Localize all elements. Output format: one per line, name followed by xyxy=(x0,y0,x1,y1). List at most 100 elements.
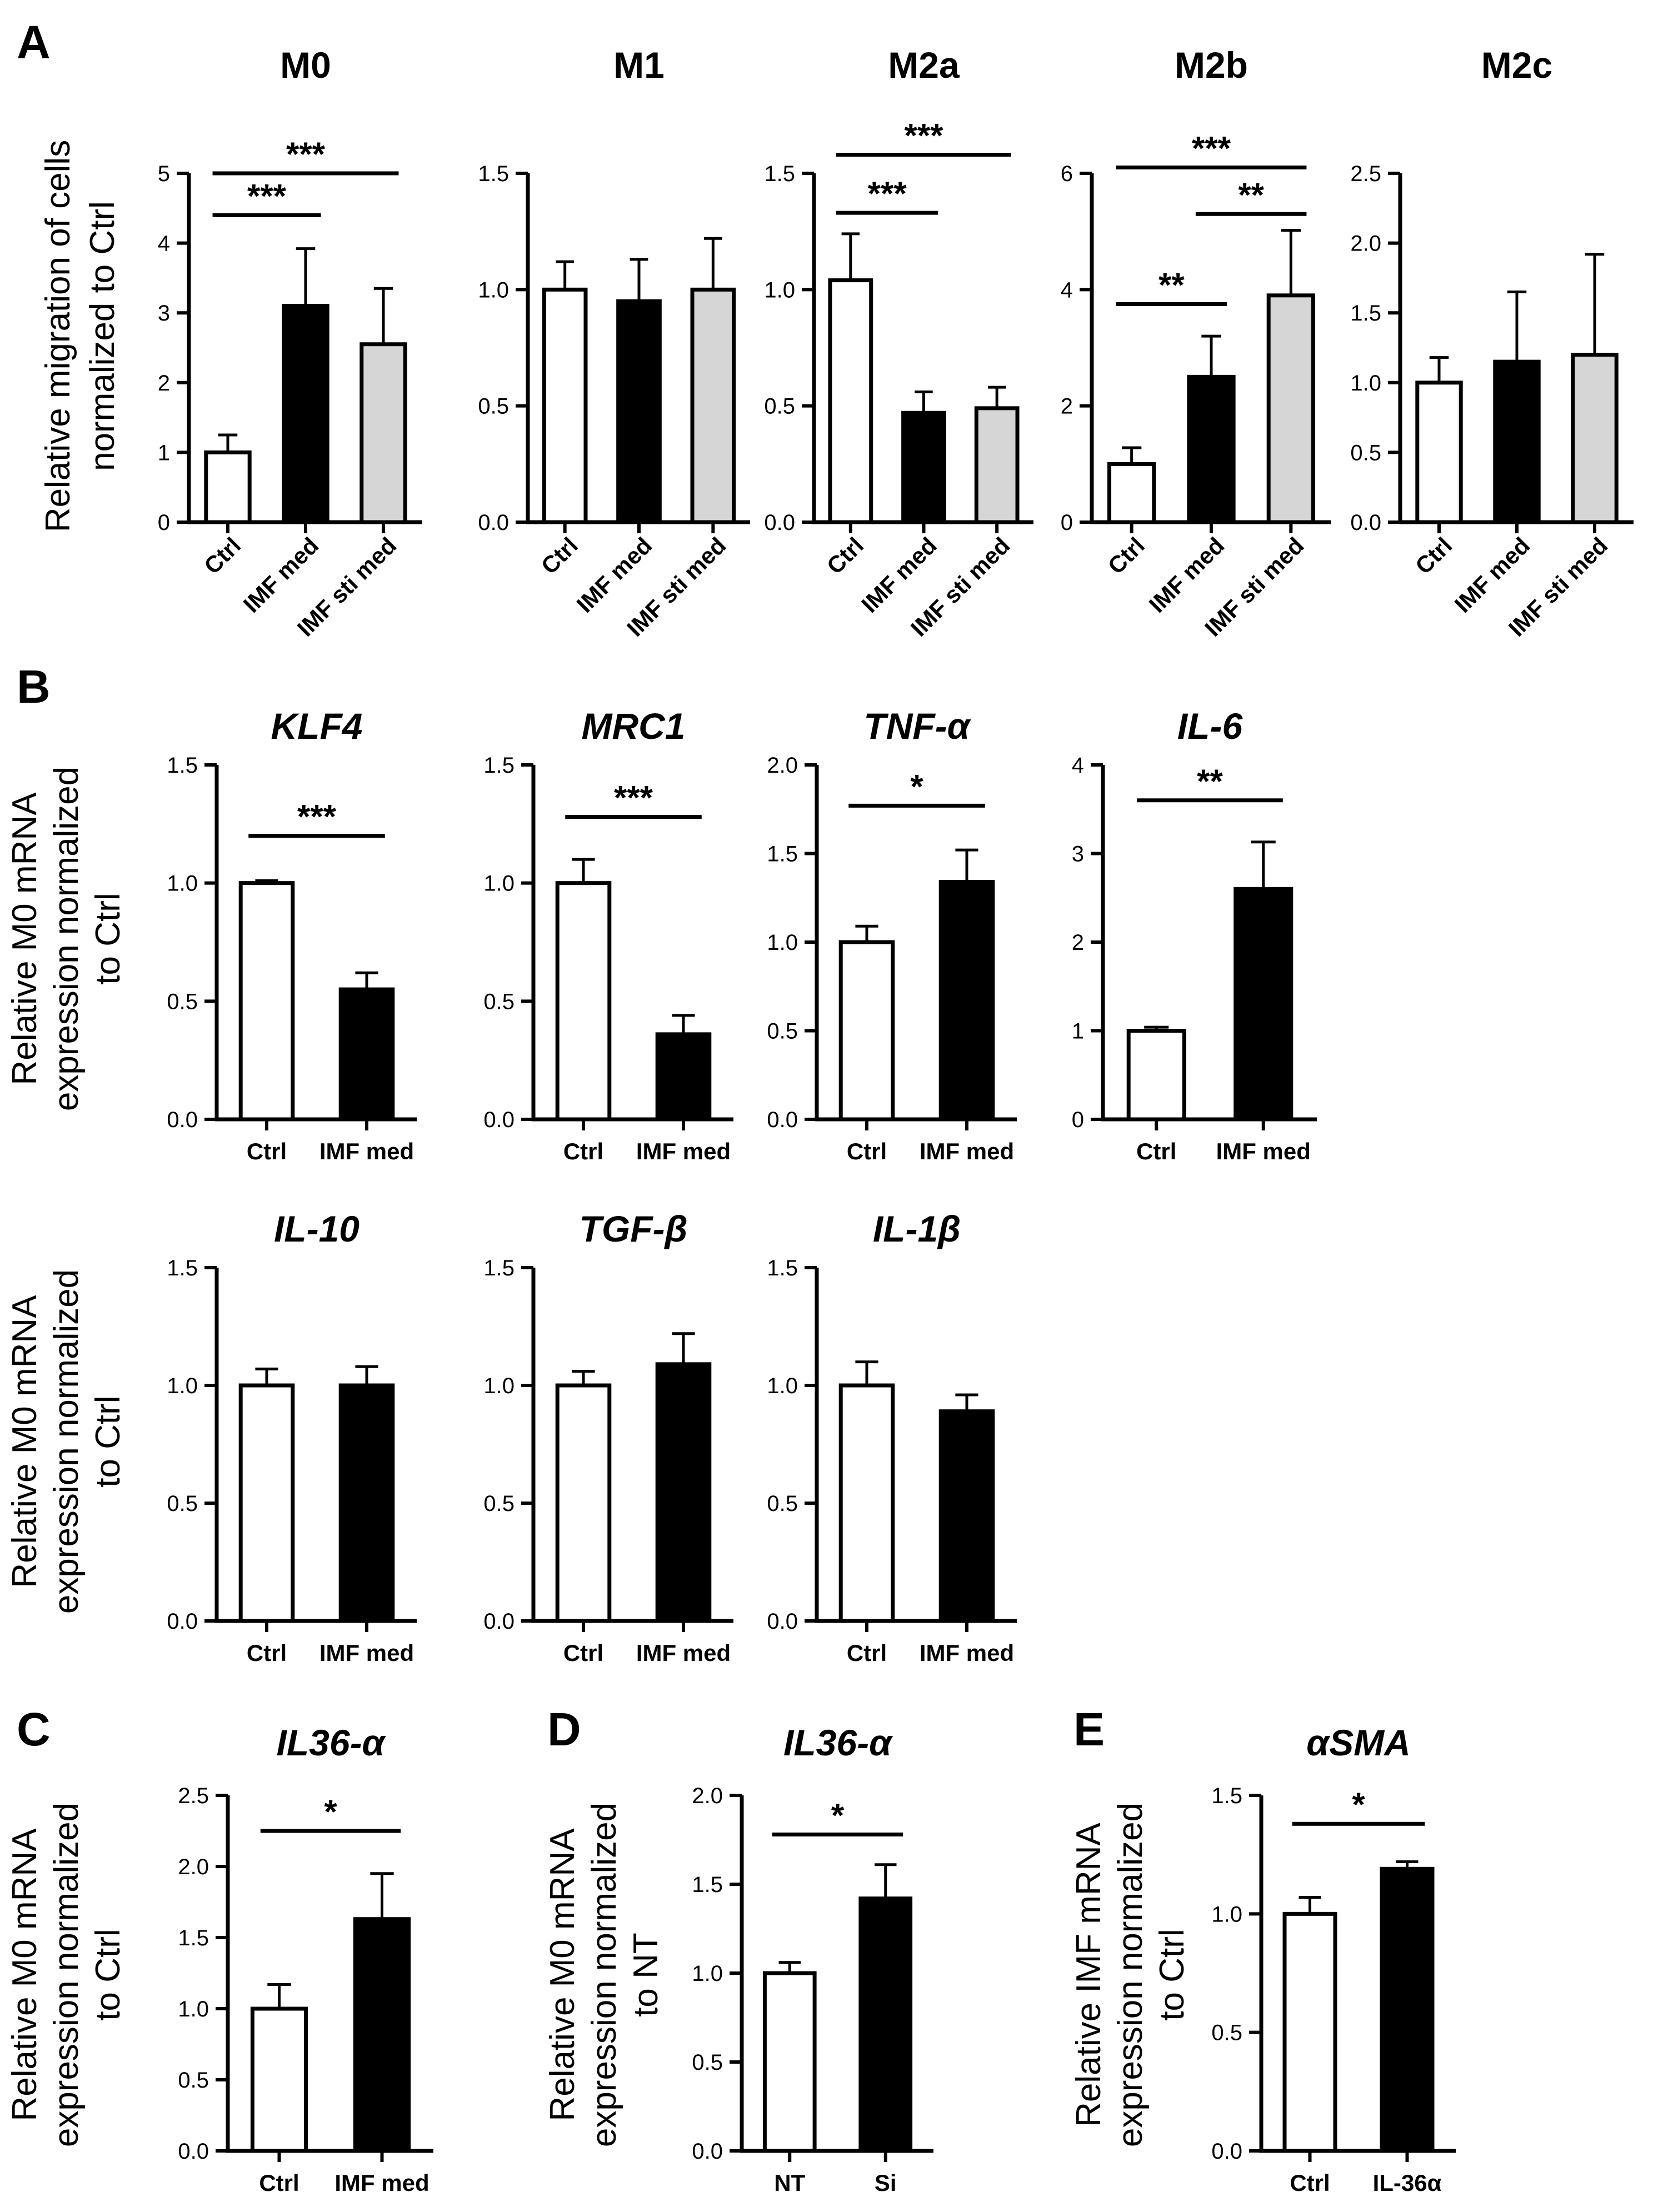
chart-title: MRC1 xyxy=(581,705,685,747)
bar xyxy=(1266,293,1315,524)
bar xyxy=(238,1383,295,1623)
category-label: IMF med xyxy=(636,1138,731,1164)
y-tick-label: 0.5 xyxy=(167,989,198,1014)
bar xyxy=(616,299,662,524)
y-tick-label: 1.0 xyxy=(767,930,798,955)
y-tick-label: 6 xyxy=(1061,162,1073,186)
significance-stars: *** xyxy=(614,779,653,817)
y-tick-label: 2.0 xyxy=(178,1855,209,1879)
significance-stars: ** xyxy=(1238,176,1264,213)
y-tick-label: 1.5 xyxy=(167,753,198,778)
bar xyxy=(282,304,329,524)
bar xyxy=(690,287,736,524)
y-tick-label: 3 xyxy=(1072,842,1084,867)
bar xyxy=(542,287,588,524)
y-tick-label: 0.5 xyxy=(1211,2021,1242,2045)
bar xyxy=(238,881,295,1122)
bar xyxy=(1493,359,1541,524)
y-tick-label: 2.0 xyxy=(767,753,798,778)
y-tick-label: 2.0 xyxy=(692,1784,723,1808)
y-tick-label: 1.0 xyxy=(178,1997,209,2021)
y-tick-label: 2 xyxy=(158,371,170,396)
ylabel-d-line1: Relative M0 mRNA xyxy=(543,1828,582,2121)
category-label: IMF med xyxy=(319,1138,414,1164)
bar xyxy=(1126,1029,1186,1122)
y-tick-label: 0.5 xyxy=(483,1492,515,1516)
significance-stars: * xyxy=(910,768,923,805)
bar xyxy=(655,1032,712,1122)
y-tick-label: 4 xyxy=(1061,278,1073,302)
ylabel-a: Relative migration of cells normalized t… xyxy=(39,140,122,532)
category-label: NT xyxy=(774,2170,805,2196)
ylabel-b1-line1: Relative M0 mRNA xyxy=(6,792,44,1085)
y-tick-label: 0.5 xyxy=(178,2068,209,2093)
y-tick-label: 0.5 xyxy=(167,1492,198,1516)
ylabel-c-line2: expression normalized xyxy=(47,1803,86,2147)
category-label: Ctrl xyxy=(1103,532,1150,579)
category-label: IMF med xyxy=(920,1640,1014,1666)
y-tick-label: 0.0 xyxy=(692,2139,723,2164)
ylabel-c-line3: to Ctrl xyxy=(89,1929,127,2020)
y-tick-label: 1.5 xyxy=(483,1256,515,1280)
chart-title: IL36-α xyxy=(783,1722,893,1763)
panel-label-e: E xyxy=(1073,1703,1105,1755)
ylabel-b2-line1: Relative M0 mRNA xyxy=(6,1295,44,1588)
ylabel-a-line2: normalized to Ctrl xyxy=(83,201,122,471)
category-label: Ctrl xyxy=(563,1640,603,1666)
bar xyxy=(338,1383,395,1623)
y-tick-label: 1.0 xyxy=(1211,1902,1242,1926)
ylabel-a-line1: Relative migration of cells xyxy=(39,140,77,532)
chart-c-il36a: IL36-α 0.0 0.5 1.0 1.5 2.0 2.5 Ctrl IMF med * xyxy=(178,1722,433,2196)
y-tick-label: 3 xyxy=(158,301,170,326)
category-label: IMF med xyxy=(1216,1138,1311,1164)
y-tick-label: 0.0 xyxy=(764,511,795,535)
y-tick-label: 1.0 xyxy=(764,278,795,302)
chart-b-tnf: TNF-α 0.0 0.5 1.0 1.5 2.0 Ctrl IMF med * xyxy=(767,705,1017,1164)
y-tick-label: 0.5 xyxy=(767,1492,798,1516)
y-tick-label: 1.0 xyxy=(478,278,509,302)
chart-b-il6: IL-6 0 1 2 3 4 Ctrl IMF med ** xyxy=(1072,705,1317,1164)
category-label: Ctrl xyxy=(847,1138,887,1164)
y-tick-label: 4 xyxy=(158,232,170,256)
y-tick-label: 0 xyxy=(158,511,170,535)
bar xyxy=(828,278,873,524)
y-tick-label: 1.5 xyxy=(178,1926,209,1950)
y-tick-label: 1.0 xyxy=(1350,371,1381,396)
y-tick-label: 0.0 xyxy=(478,511,509,535)
chart-title: M1 xyxy=(613,44,665,86)
ylabel-b1-line2: expression normalized xyxy=(47,767,86,1111)
bar xyxy=(555,1383,612,1623)
category-label: Ctrl xyxy=(563,1138,603,1164)
y-tick-label: 1.0 xyxy=(167,872,198,896)
y-tick-label: 0 xyxy=(1061,511,1073,535)
y-tick-label: 1 xyxy=(1072,1019,1084,1044)
panel-label-d: D xyxy=(547,1703,581,1755)
ylabel-b1-line3: to Ctrl xyxy=(89,893,127,984)
y-tick-label: 1.0 xyxy=(167,1374,198,1398)
category-label: Ctrl xyxy=(847,1640,887,1666)
chart-title: M2b xyxy=(1175,44,1248,86)
bar xyxy=(1380,1866,1435,2153)
chart-title: αSMA xyxy=(1306,1722,1411,1763)
bar xyxy=(1571,353,1619,524)
chart-title: IL-10 xyxy=(274,1208,359,1249)
y-tick-label: 0 xyxy=(1072,1108,1084,1132)
category-label: Ctrl xyxy=(536,532,583,579)
category-label: IMF med xyxy=(636,1640,731,1666)
category-label: IMF med xyxy=(319,1640,414,1666)
y-tick-label: 2 xyxy=(1072,930,1084,955)
y-tick-label: 1.5 xyxy=(767,842,798,867)
y-tick-label: 0.0 xyxy=(1350,511,1381,535)
y-tick-label: 1.0 xyxy=(692,1961,723,1986)
category-label: Ctrl xyxy=(822,532,868,579)
bar xyxy=(359,342,407,524)
category-label: Si xyxy=(875,2170,897,2196)
ylabel-c: Relative M0 mRNA expression normalized t… xyxy=(6,1803,127,2147)
y-tick-label: 0.0 xyxy=(767,1609,798,1634)
y-tick-label: 0.5 xyxy=(692,2050,723,2075)
